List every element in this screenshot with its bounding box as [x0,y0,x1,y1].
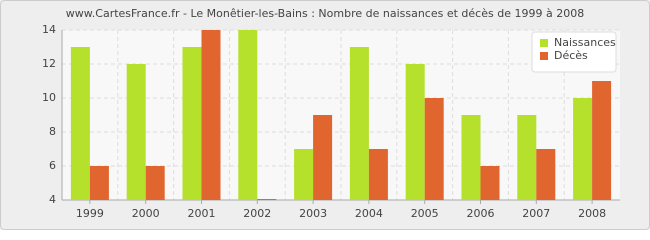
bar [368,149,388,200]
y-tick-label: 14 [42,23,56,36]
x-tick-label: 2003 [299,207,327,220]
bar [201,30,221,200]
bar [257,199,277,200]
bar [536,149,556,200]
bar [238,30,258,200]
bar [349,47,369,200]
bar [294,149,314,200]
bar [313,115,333,200]
bar [480,166,500,200]
y-tick-label: 10 [42,91,56,104]
legend-label: Décès [554,49,588,62]
x-tick-label: 2001 [188,207,216,220]
legend-box [531,31,617,73]
bar [573,98,593,200]
y-tick-label: 4 [49,193,56,206]
bar [405,64,425,200]
bar [517,115,537,200]
bar [126,64,146,200]
x-tick-label: 2004 [355,207,383,220]
bar [89,166,109,200]
bar [145,166,165,200]
y-tick-label: 6 [49,159,56,172]
chart-title: www.CartesFrance.fr - Le Monêtier-les-Ba… [66,7,584,20]
x-tick-label: 2005 [411,207,439,220]
y-tick-label: 8 [49,125,56,138]
x-tick-label: 1999 [76,207,104,220]
bar [461,115,481,200]
x-tick-label: 2006 [467,207,495,220]
y-tick-label: 12 [42,57,56,70]
x-tick-label: 2008 [578,207,606,220]
legend-label: Naissances [554,36,616,49]
x-tick-label: 2002 [243,207,271,220]
bar [182,47,202,200]
chart: www.CartesFrance.fr - Le Monêtier-les-Ba… [0,0,650,230]
legend-swatch [540,39,548,47]
x-tick-label: 2007 [522,207,550,220]
bar [424,98,444,200]
x-tick-label: 2000 [132,207,160,220]
bar [70,47,90,200]
legend-swatch [540,52,548,60]
bar [592,81,612,200]
